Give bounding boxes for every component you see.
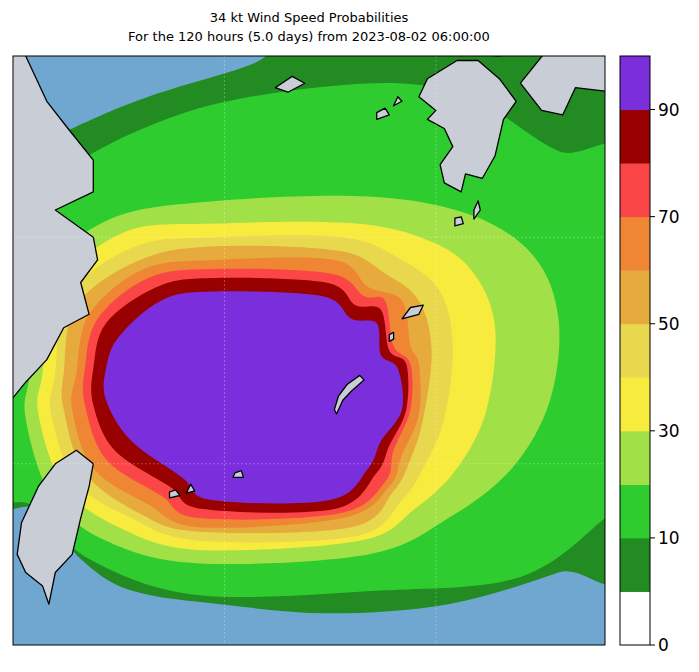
contour-region xyxy=(24,196,559,564)
grid-line xyxy=(13,463,605,464)
land xyxy=(186,484,194,493)
colorbar-tick xyxy=(650,323,655,324)
colorbar-segment xyxy=(620,110,650,164)
colorbar-segment xyxy=(620,538,650,592)
colorbar-tick-label: 10 xyxy=(658,528,680,548)
land xyxy=(389,332,393,341)
colorbar-tick xyxy=(650,645,655,646)
contour-region xyxy=(91,278,408,513)
colorbar-tick-label: 30 xyxy=(658,421,680,441)
colorbar-tick-label: 50 xyxy=(658,314,680,334)
colorbar-segment xyxy=(620,377,650,431)
land xyxy=(455,217,463,226)
colorbar-segment xyxy=(620,431,650,485)
map-frame xyxy=(13,56,605,645)
subtitle: For the 120 hours (5.0 days) from 2023-0… xyxy=(128,29,490,44)
colorbar-segment xyxy=(620,270,650,324)
colorbar-tick-label: 90 xyxy=(658,100,680,120)
figure: 34 kt Wind Speed Probabilities For the 12… xyxy=(0,0,699,672)
colorbar-tick-label: 0 xyxy=(658,635,669,655)
land xyxy=(377,108,390,119)
colorbar-tick-label: 70 xyxy=(658,207,680,227)
contour-region xyxy=(37,222,495,551)
colorbar-frame xyxy=(620,56,650,645)
grid-line xyxy=(13,237,605,238)
colorbar-segment xyxy=(620,591,650,645)
contour-region xyxy=(104,291,403,503)
contour-region xyxy=(62,246,432,533)
land xyxy=(275,76,305,92)
colorbar-segment xyxy=(620,484,650,538)
contour-region xyxy=(13,56,605,613)
land xyxy=(334,375,364,414)
land xyxy=(394,97,402,106)
colorbar-tick xyxy=(650,109,655,110)
colorbar-segment xyxy=(620,56,650,110)
land xyxy=(474,201,480,219)
contour-region xyxy=(13,83,605,597)
grid-line xyxy=(224,56,225,645)
colorbar-tick xyxy=(650,430,655,431)
title: 34 kt Wind Speed Probabilities xyxy=(210,10,409,25)
contour-region xyxy=(50,235,453,542)
colorbar-segment xyxy=(620,217,650,271)
map-area xyxy=(13,56,605,645)
land xyxy=(419,61,516,192)
land xyxy=(13,56,98,464)
land xyxy=(233,471,244,478)
colorbar-segment xyxy=(620,324,650,378)
land xyxy=(17,450,93,604)
contour-region xyxy=(71,258,420,528)
land xyxy=(520,56,605,115)
land xyxy=(402,305,423,319)
land xyxy=(170,490,181,498)
colorbar-tick xyxy=(650,537,655,538)
colorbar-segment xyxy=(620,163,650,217)
contour-region xyxy=(83,269,413,520)
colorbar-tick xyxy=(650,216,655,217)
grid-line xyxy=(435,56,436,645)
